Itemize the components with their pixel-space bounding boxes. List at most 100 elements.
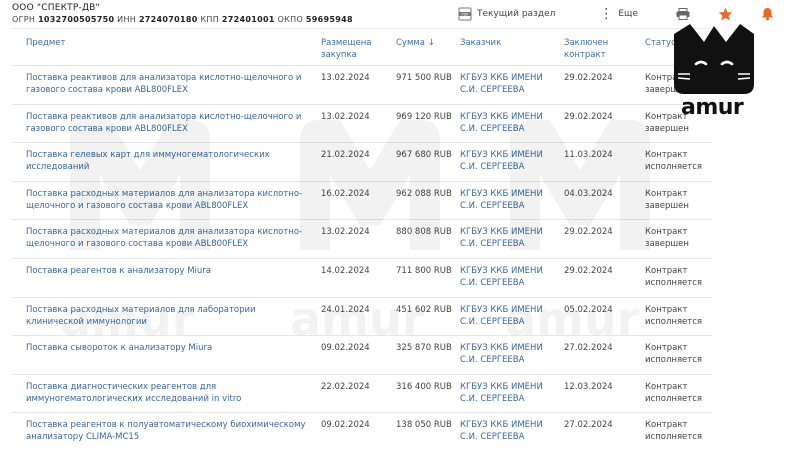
table-row[interactable]: Поставка реактивов для анализатора кисло… [12, 66, 712, 105]
contract-sum: 325 870 RUB [396, 343, 452, 354]
kpp-value: 272401001 [221, 15, 275, 24]
amur-cat-logo [674, 24, 754, 94]
concluded-date: 29.02.2024 [564, 227, 613, 238]
concluded-date: 12.03.2024 [564, 381, 613, 392]
toolbar: PDF Текущий раздел ⋮ Еще [458, 2, 774, 26]
placed-date: 09.02.2024 [321, 420, 370, 431]
table-row[interactable]: Поставка реагентов к полуавтоматическому… [12, 413, 712, 450]
more-button[interactable]: ⋮ Еще [599, 6, 639, 22]
subject-link[interactable]: Поставка реагентов к полуавтоматическому… [26, 420, 306, 443]
status-text: Контракт завершен [645, 73, 689, 95]
pdf-icon: PDF [458, 7, 472, 21]
star-icon [718, 7, 733, 21]
contracts-table: Предмет Размещена закупка Сумма ↓ Заказч… [12, 28, 712, 450]
col-placed[interactable]: Размещена закупка [321, 38, 372, 60]
contract-sum: 451 602 RUB [396, 304, 452, 315]
kpp-label: КПП [200, 15, 220, 24]
contract-sum: 971 500 RUB [396, 73, 452, 83]
ogrn-label: ОГРН [12, 15, 36, 24]
status-text: Контракт завершен [645, 227, 689, 250]
notifications-button[interactable] [761, 7, 774, 21]
company-requisites: ОГРН 1032700505750 ИНН 2724070180 КПП 27… [12, 15, 353, 24]
customer-link[interactable]: КГБУЗ ККБ ИМЕНИ С.И. СЕРГЕЕВА [460, 227, 543, 250]
placed-date: 21.02.2024 [321, 150, 370, 161]
customer-link[interactable]: КГБУЗ ККБ ИМЕНИ С.И. СЕРГЕЕВА [460, 188, 543, 211]
status-text: Контракт исполняется [645, 150, 703, 173]
contract-sum: 880 808 RUB [396, 227, 452, 238]
placed-date: 24.01.2024 [321, 304, 370, 315]
status-text: Контракт исполняется [645, 304, 703, 327]
col-customer[interactable]: Заказчик [460, 38, 502, 48]
customer-link[interactable]: КГБУЗ ККБ ИМЕНИ С.И. СЕРГЕЕВА [460, 343, 543, 366]
placed-date: 13.02.2024 [321, 111, 370, 122]
printer-icon [676, 8, 690, 20]
table-row[interactable]: Поставка реагентов к анализатору Miura 14… [12, 259, 712, 298]
customer-link[interactable]: КГБУЗ ККБ ИМЕНИ С.И. СЕРГЕЕВА [460, 150, 543, 173]
table-header: Предмет Размещена закупка Сумма ↓ Заказч… [12, 28, 712, 66]
placed-date: 14.02.2024 [321, 265, 370, 276]
okpo-value: 59695948 [305, 15, 353, 24]
placed-date: 13.02.2024 [321, 227, 370, 238]
contract-sum: 962 088 RUB [396, 188, 452, 199]
status-text: Контракт исполняется [645, 265, 703, 288]
placed-date: 09.02.2024 [321, 343, 370, 354]
table-row[interactable]: Поставка расходных материалов для лабора… [12, 298, 712, 337]
kebab-icon: ⋮ [599, 6, 614, 22]
table-row[interactable]: Поставка расходных материалов для анализ… [12, 182, 712, 221]
concluded-date: 04.03.2024 [564, 188, 613, 199]
current-section-label: Текущий раздел [477, 9, 556, 19]
customer-link[interactable]: КГБУЗ ККБ ИМЕНИ С.И. СЕРГЕЕВА [460, 73, 543, 95]
subject-link[interactable]: Поставка гелевых карт для иммуногематоло… [26, 150, 270, 173]
col-sum[interactable]: Сумма ↓ [396, 38, 435, 48]
table-row[interactable]: Поставка диагностических реагентов для и… [12, 375, 712, 414]
col-concluded[interactable]: Заключен контракт [564, 38, 609, 60]
customer-link[interactable]: КГБУЗ ККБ ИМЕНИ С.И. СЕРГЕЕВА [460, 420, 543, 443]
concluded-date: 27.02.2024 [564, 343, 613, 354]
contract-sum: 711 800 RUB [396, 265, 452, 276]
favorite-button[interactable] [718, 7, 733, 21]
concluded-date: 27.02.2024 [564, 420, 613, 431]
table-row[interactable]: Поставка реактивов для анализатора кисло… [12, 105, 712, 144]
status-text: Контракт завершен [645, 111, 689, 134]
contract-sum: 967 680 RUB [396, 150, 452, 161]
more-label: Еще [618, 9, 639, 19]
ogrn-value: 1032700505750 [38, 15, 115, 24]
pdf-current-section-button[interactable]: PDF Текущий раздел [458, 7, 555, 21]
table-row[interactable]: Поставка гелевых карт для иммуногематоло… [12, 143, 712, 182]
svg-text:PDF: PDF [461, 12, 468, 16]
status-text: Контракт исполняется [645, 381, 703, 404]
subject-link[interactable]: Поставка диагностических реагентов для и… [26, 381, 242, 404]
concluded-date: 11.03.2024 [564, 150, 613, 161]
contract-sum: 969 120 RUB [396, 111, 452, 122]
bell-icon [762, 8, 774, 21]
customer-link[interactable]: КГБУЗ ККБ ИМЕНИ С.И. СЕРГЕЕВА [460, 304, 543, 327]
customer-link[interactable]: КГБУЗ ККБ ИМЕНИ С.И. СЕРГЕЕВА [460, 381, 543, 404]
subject-link[interactable]: Поставка сывороток к анализатору Miura [26, 343, 213, 354]
col-status[interactable]: Статус [645, 38, 676, 48]
col-subject[interactable]: Предмет [26, 38, 66, 48]
contract-sum: 138 050 RUB [396, 420, 452, 431]
table-row[interactable]: Поставка сывороток к анализатору Miura 09… [12, 336, 712, 375]
placed-date: 16.02.2024 [321, 188, 370, 199]
inn-label: ИНН [117, 15, 137, 24]
inn-value: 2724070180 [138, 15, 198, 24]
subject-link[interactable]: Поставка расходных материалов для лабора… [26, 304, 256, 327]
status-text: Контракт завершен [645, 188, 689, 211]
status-text: Контракт исполняется [645, 343, 703, 366]
concluded-date: 05.02.2024 [564, 304, 613, 315]
subject-link[interactable]: Поставка реагентов к анализатору Miura [26, 265, 211, 276]
company-name: ООО "СПЕКТР-ДВ" [12, 3, 100, 13]
concluded-date: 29.02.2024 [564, 73, 613, 83]
subject-link[interactable]: Поставка реактивов для анализатора кисло… [26, 111, 302, 134]
concluded-date: 29.02.2024 [564, 111, 613, 122]
placed-date: 13.02.2024 [321, 73, 370, 83]
print-button[interactable] [676, 8, 690, 20]
table-body: Поставка реактивов для анализатора кисло… [12, 66, 712, 450]
table-row[interactable]: Поставка расходных материалов для анализ… [12, 220, 712, 259]
subject-link[interactable]: Поставка расходных материалов для анализ… [26, 188, 303, 211]
subject-link[interactable]: Поставка расходных материалов для анализ… [26, 227, 303, 250]
status-text: Контракт исполняется [645, 420, 703, 443]
customer-link[interactable]: КГБУЗ ККБ ИМЕНИ С.И. СЕРГЕЕВА [460, 265, 543, 288]
subject-link[interactable]: Поставка реактивов для анализатора кисло… [26, 73, 302, 95]
customer-link[interactable]: КГБУЗ ККБ ИМЕНИ С.И. СЕРГЕЕВА [460, 111, 543, 134]
